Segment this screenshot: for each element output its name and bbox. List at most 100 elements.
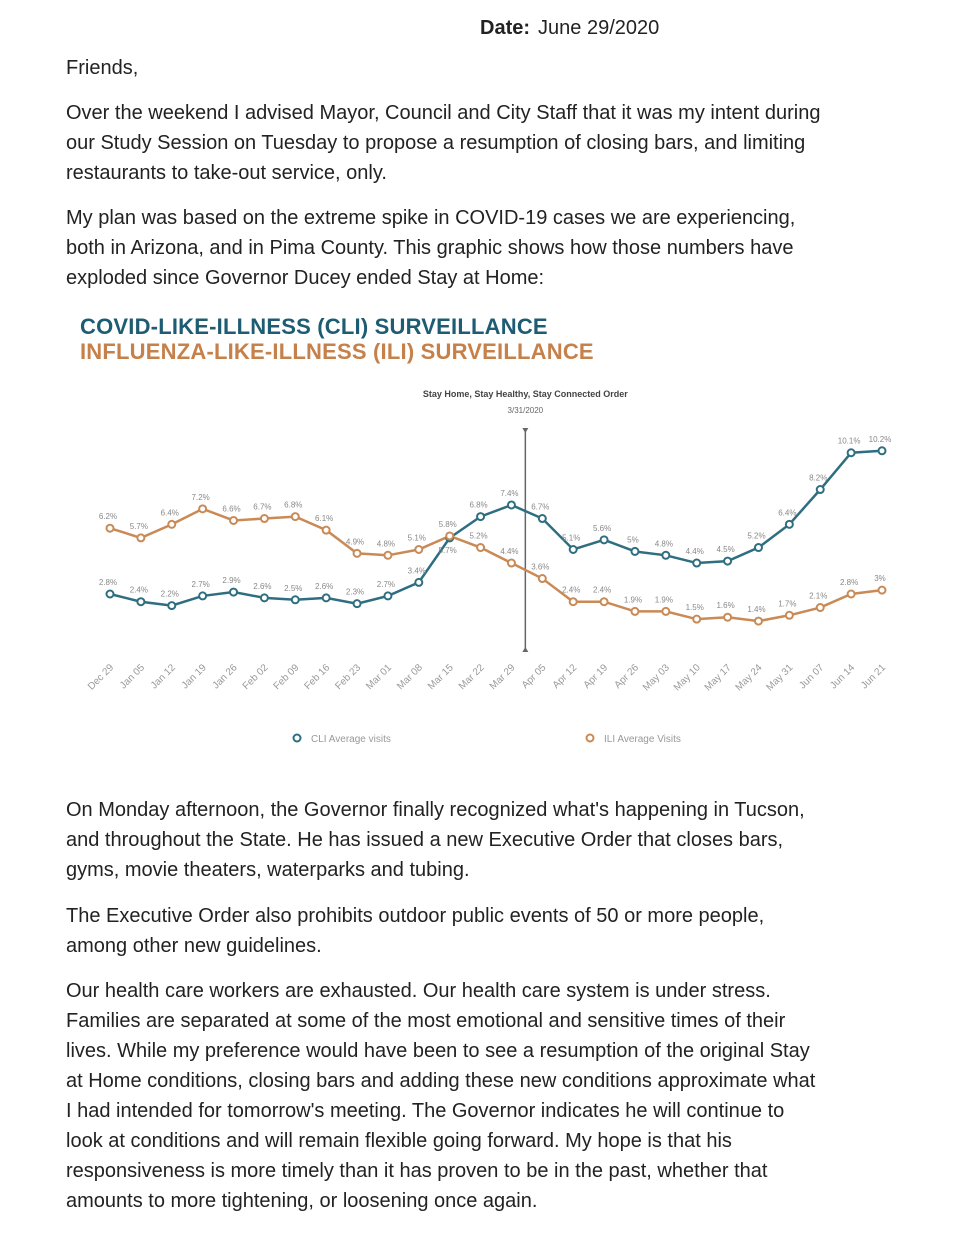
data-point <box>198 504 208 514</box>
legend-label: CLI Average visits <box>311 734 391 745</box>
data-label: 5.1% <box>562 533 580 542</box>
data-point <box>599 535 609 545</box>
data-label: 2.1% <box>809 592 827 601</box>
paragraph-line: exploded since Governor Ducey ended Stay… <box>66 267 545 289</box>
data-point <box>352 548 362 558</box>
data-point <box>259 593 269 603</box>
data-label: 4.8% <box>655 539 673 548</box>
data-point <box>105 523 115 533</box>
paragraph-line: responsiveness is more timely than it ha… <box>66 1160 768 1182</box>
series-line-1 <box>109 507 883 623</box>
x-tick-label: May 31 <box>765 662 796 693</box>
x-tick-label: Jun 07 <box>797 662 826 691</box>
x-tick-label: Feb 23 <box>333 662 363 692</box>
data-label: 6.4% <box>778 508 796 517</box>
data-point <box>198 591 208 601</box>
data-point <box>784 610 794 620</box>
data-label: 4.4% <box>500 547 518 556</box>
data-label: 8.2% <box>809 474 827 483</box>
data-point <box>599 597 609 607</box>
chart-title: COVID-LIKE-ILLNESS (CLI) SURVEILLANCE <box>80 314 548 339</box>
data-point <box>506 500 516 510</box>
data-label: 2.9% <box>222 576 240 585</box>
legend-marker-icon <box>292 733 302 743</box>
data-point <box>414 577 424 587</box>
x-tick-label: Apr 05 <box>520 662 549 691</box>
data-point <box>105 589 115 599</box>
data-label: 2.5% <box>284 584 302 593</box>
data-label: 5% <box>627 535 639 544</box>
data-point <box>568 597 578 607</box>
data-label: 6.6% <box>222 504 240 513</box>
paragraph-line: Our health care workers are exhausted. O… <box>66 980 771 1002</box>
x-tick-label: Jan 12 <box>149 662 178 691</box>
series-line-0 <box>109 449 883 607</box>
data-label: 2.4% <box>593 586 611 595</box>
x-tick-label: May 10 <box>672 662 703 693</box>
data-point <box>846 589 856 599</box>
data-label: 10.1% <box>838 437 861 446</box>
data-label: 4.4% <box>686 547 704 556</box>
data-label: 6.2% <box>99 512 117 521</box>
data-label: 4.9% <box>346 537 364 546</box>
x-tick-label: May 24 <box>734 662 765 693</box>
data-label: 4.5% <box>716 545 734 554</box>
data-label: 6.8% <box>469 501 487 510</box>
data-label: 6.7% <box>531 503 549 512</box>
data-point <box>414 544 424 554</box>
data-label: 2.7% <box>377 580 395 589</box>
data-label: 2.6% <box>315 582 333 591</box>
data-label: 2.7% <box>192 580 210 589</box>
data-point <box>290 512 300 522</box>
data-label: 2.8% <box>99 578 117 587</box>
paragraph-line: lives. While my preference would have be… <box>66 1040 810 1062</box>
data-point <box>537 574 547 584</box>
data-point <box>506 558 516 568</box>
data-label: 4.8% <box>377 539 395 548</box>
paragraph-line: I had intended for tomorrow's meeting. T… <box>66 1100 785 1122</box>
data-point <box>321 525 331 535</box>
letter-date: Date: June 29/2020 <box>480 16 659 40</box>
data-label: 1.4% <box>747 605 765 614</box>
surveillance-line-chart: Stay Home, Stay Healthy, Stay Connected … <box>86 389 891 745</box>
data-label: 5.1% <box>408 533 426 542</box>
data-label: 3.6% <box>531 563 549 572</box>
data-point <box>383 591 393 601</box>
x-tick-label: Apr 19 <box>582 662 611 691</box>
data-label: 5.2% <box>469 532 487 541</box>
data-point <box>259 514 269 524</box>
data-point <box>352 599 362 609</box>
x-tick-label: Dec 29 <box>86 662 116 692</box>
paragraph-line: My plan was based on the extreme spike i… <box>66 207 796 229</box>
data-label: 2.8% <box>840 578 858 587</box>
date-value: June 29/2020 <box>538 17 660 39</box>
date-label: Date: <box>480 17 531 39</box>
paragraph-line: and throughout the State. He has issued … <box>66 829 784 851</box>
x-tick-label: Apr 26 <box>612 662 641 691</box>
x-tick-label: Jan 19 <box>180 662 209 691</box>
x-tick-label: Mar 08 <box>395 662 425 692</box>
x-tick-label: May 17 <box>703 662 734 693</box>
chart-subtitle: INFLUENZA-LIKE-ILLNESS (ILI) SURVEILLANC… <box>80 339 594 364</box>
x-tick-label: Apr 12 <box>551 662 580 691</box>
data-point <box>784 519 794 529</box>
paragraph-line: restaurants to take-out service, only. <box>66 162 387 184</box>
data-label: 2.6% <box>253 582 271 591</box>
data-point <box>537 514 547 524</box>
data-point <box>692 614 702 624</box>
paragraph-line: our Study Session on Tuesday to propose … <box>66 132 806 154</box>
data-label: 3.4% <box>408 566 426 575</box>
paragraph-line: gyms, movie theaters, waterparks and tub… <box>66 859 470 881</box>
data-point <box>290 595 300 605</box>
data-point <box>229 515 239 525</box>
data-point <box>136 533 146 543</box>
x-tick-label: Mar 01 <box>364 662 394 692</box>
data-point <box>445 531 455 541</box>
data-label: 2.3% <box>346 588 364 597</box>
data-label: 6.4% <box>161 508 179 517</box>
data-point <box>661 550 671 560</box>
x-tick-label: Feb 16 <box>302 662 332 692</box>
x-tick-label: Jun 21 <box>859 662 888 691</box>
paragraph-line: On Monday afternoon, the Governor finall… <box>66 799 805 821</box>
data-label: 6.7% <box>253 503 271 512</box>
